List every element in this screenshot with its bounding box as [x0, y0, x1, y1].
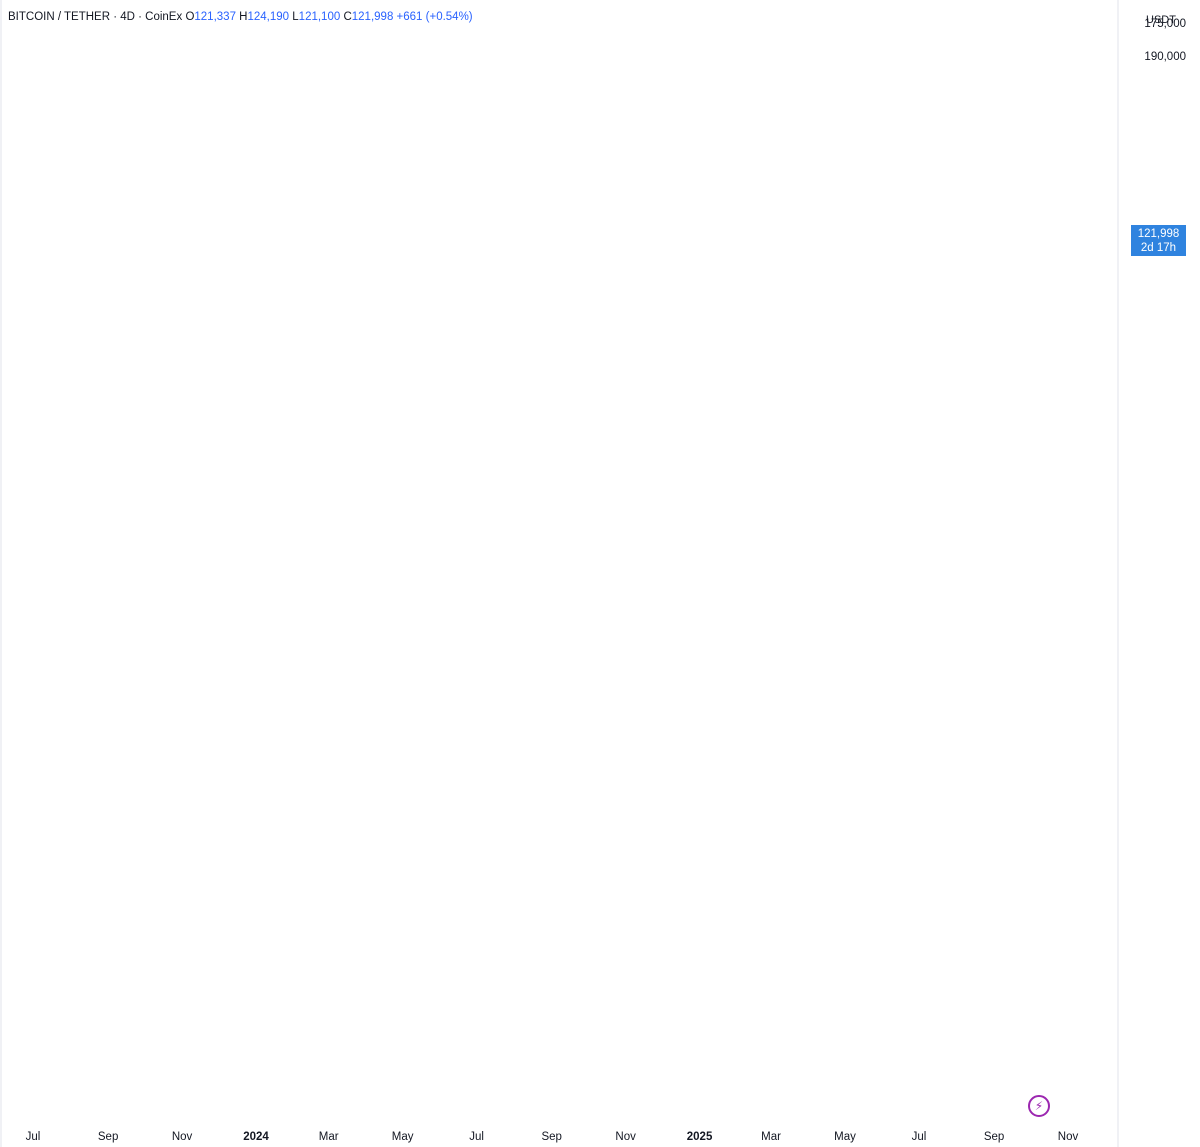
- open-label: O: [185, 11, 195, 23]
- x-tick-label: Nov: [172, 1131, 193, 1143]
- x-tick-label: Jul: [469, 1131, 484, 1143]
- x-tick-label: 2024: [243, 1131, 269, 1143]
- high-label: H: [239, 11, 248, 23]
- x-tick-label: Mar: [319, 1131, 339, 1143]
- lightning-icon[interactable]: ⚡: [1028, 1095, 1050, 1117]
- y-tick-label: 190,000: [1144, 51, 1186, 63]
- symbol-label[interactable]: BITCOIN / TETHER · 4D · CoinEx: [8, 11, 183, 23]
- high-value: 124,190: [247, 11, 290, 23]
- x-tick-label: Sep: [98, 1131, 118, 1143]
- x-tick-label: Jul: [912, 1131, 927, 1143]
- close-label: C: [343, 11, 352, 23]
- low-label: L: [292, 11, 299, 23]
- x-tick-label: 2025: [687, 1131, 713, 1143]
- bar-countdown: 2d 17h: [1140, 242, 1177, 254]
- x-tick-label: May: [392, 1131, 414, 1143]
- chart-header: BITCOIN / TETHER · 4D · CoinEx O121,337 …: [8, 11, 473, 23]
- last-price-badge: 121,998 2d 17h: [1131, 225, 1186, 256]
- x-tick-label: Nov: [615, 1131, 636, 1143]
- x-tick-label: Sep: [984, 1131, 1004, 1143]
- x-tick-label: May: [834, 1131, 856, 1143]
- y-tick-label: 175,000: [1144, 18, 1186, 30]
- open-value: 121,337: [194, 11, 236, 23]
- change-value: +661 (+0.54%): [396, 11, 473, 23]
- last-price-value: 121,998: [1137, 228, 1180, 240]
- low-value: 121,100: [298, 11, 341, 23]
- x-tick-label: Jul: [26, 1131, 41, 1143]
- x-tick-label: Mar: [761, 1131, 781, 1143]
- x-tick-label: Sep: [541, 1131, 561, 1143]
- x-tick-label: Nov: [1058, 1131, 1079, 1143]
- currency-label[interactable]: USDT: [1146, 14, 1176, 26]
- close-value: 121,998: [351, 11, 394, 23]
